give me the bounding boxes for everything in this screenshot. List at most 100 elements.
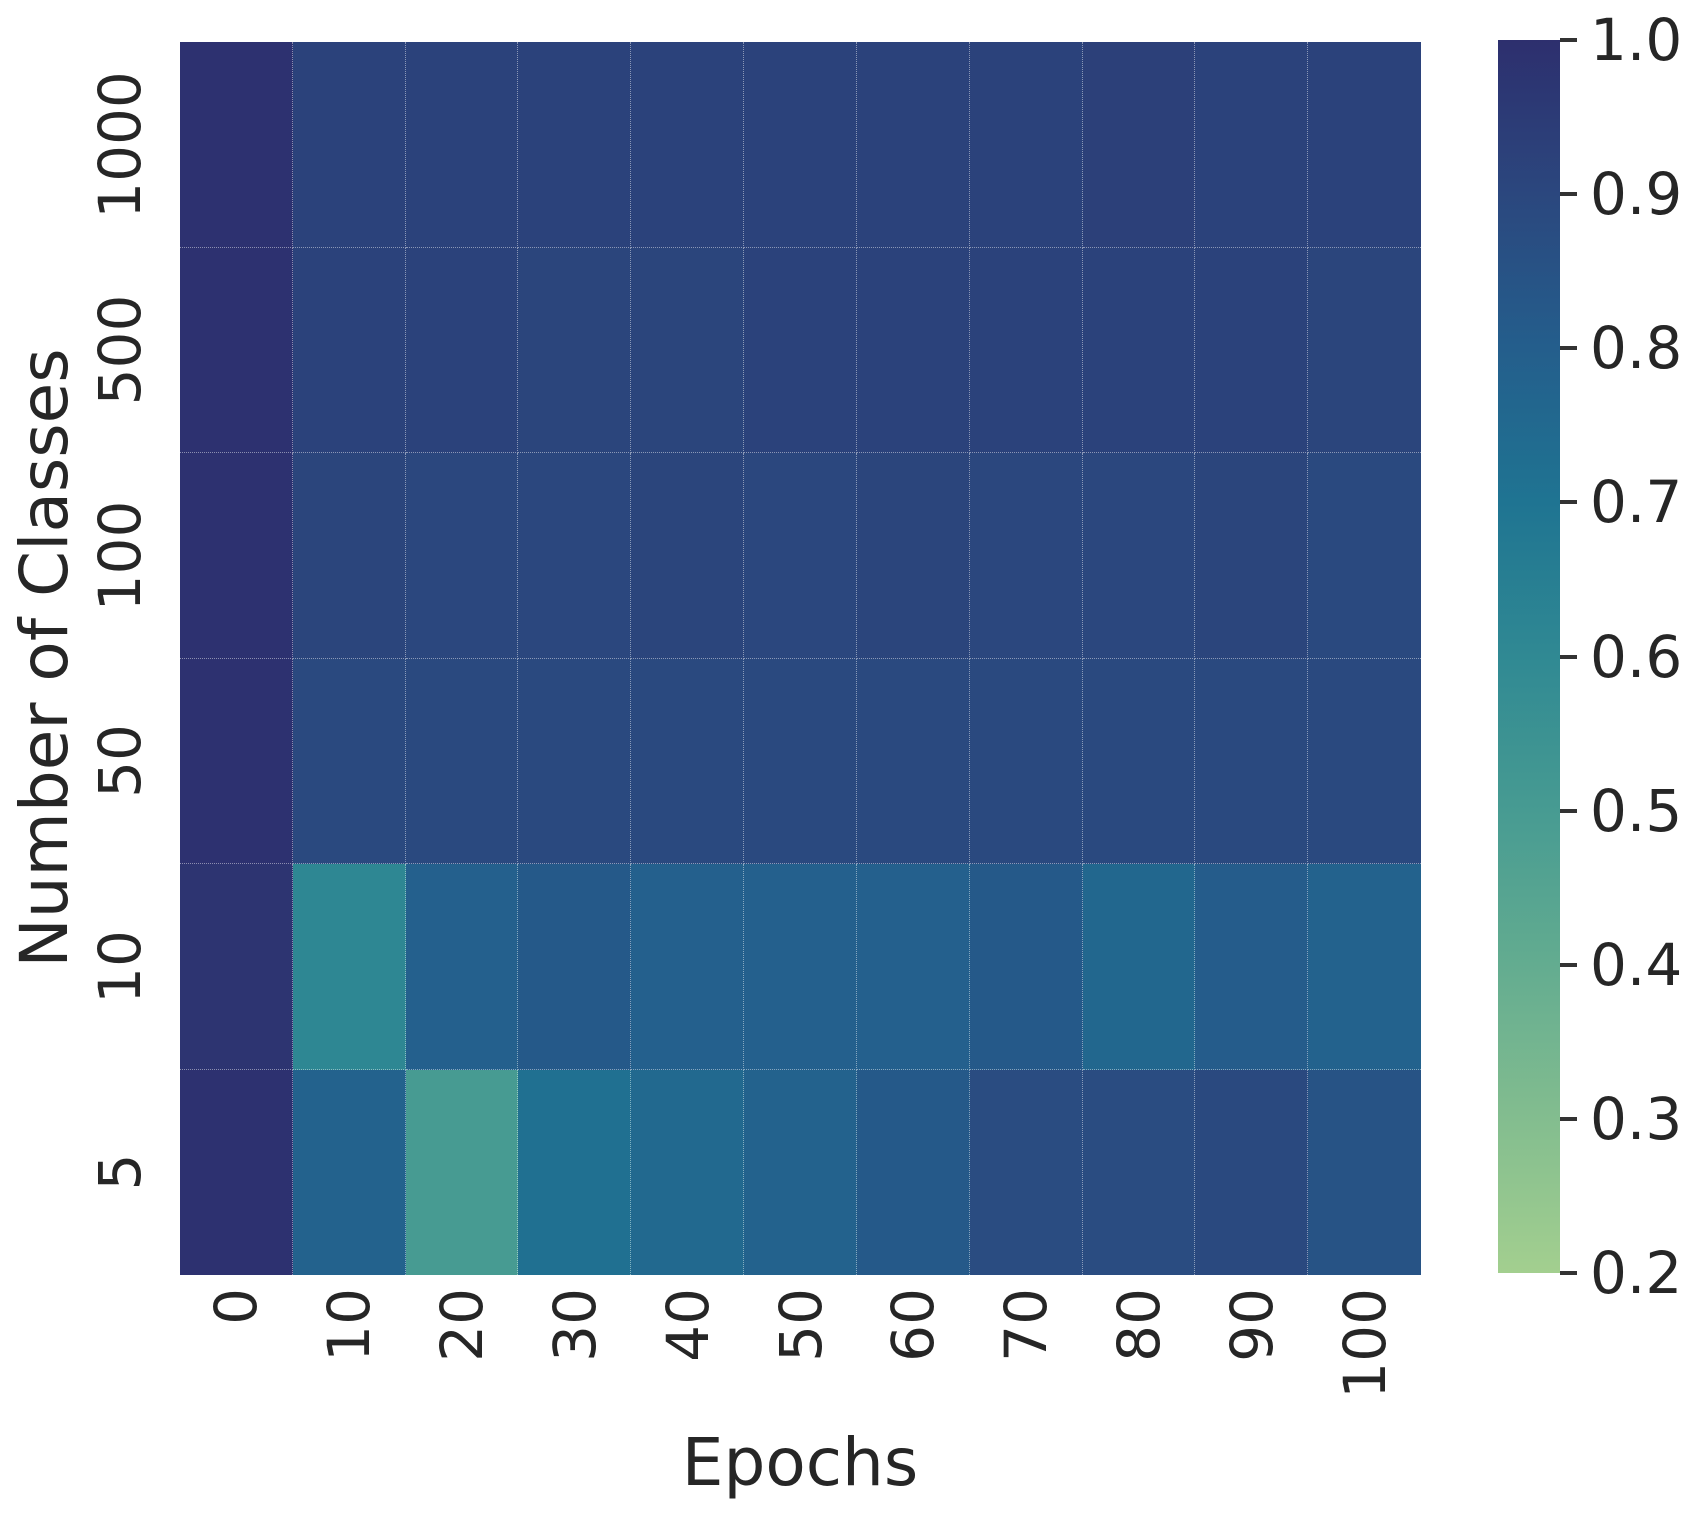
- x-tick-label: 0: [202, 1288, 271, 1325]
- y-tick-label: 500: [86, 294, 154, 406]
- heatmap-cell: [1082, 658, 1196, 864]
- heatmap-cell: [1082, 1069, 1196, 1275]
- heatmap-cell: [856, 1069, 970, 1275]
- heatmap-cell: [292, 453, 406, 659]
- colorbar-tick-label: 0.8: [1590, 314, 1683, 383]
- heatmap-cell: [180, 658, 293, 864]
- x-tick-label: 60: [879, 1288, 948, 1362]
- heatmap-cell: [180, 247, 293, 453]
- x-tick-label: 80: [1104, 1288, 1173, 1362]
- colorbar-tick-label: 1.0: [1590, 6, 1683, 74]
- heatmap-cell: [1195, 453, 1309, 659]
- x-tick-label: 50: [766, 1288, 835, 1362]
- heatmap-cell: [292, 864, 406, 1070]
- heatmap-cell: [1082, 453, 1196, 659]
- heatmap-cell: [1082, 864, 1196, 1070]
- colorbar-tick-label: 0.7: [1590, 468, 1683, 537]
- x-tick-label: 30: [540, 1288, 609, 1362]
- x-tick-label: 70: [992, 1288, 1061, 1362]
- y-tick-label: 10: [86, 929, 154, 1004]
- heatmap-cell: [1308, 658, 1421, 864]
- heatmap-cell: [1082, 42, 1196, 248]
- heatmap-cell: [969, 42, 1083, 248]
- heatmap-cell: [744, 1069, 857, 1275]
- heatmap-cell: [405, 42, 519, 248]
- heatmap-cell: [969, 864, 1083, 1070]
- heatmap-cell: [1308, 42, 1421, 248]
- heatmap-cell: [631, 658, 745, 864]
- colorbar-tick-mark: [1560, 346, 1577, 351]
- colorbar-tick-label: 0.9: [1590, 160, 1683, 229]
- colorbar-tick-label: 0.5: [1590, 776, 1683, 845]
- heatmap-cell: [292, 247, 406, 453]
- heatmap-cell: [1308, 247, 1421, 453]
- colorbar-tick-label: 0.2: [1590, 1239, 1683, 1307]
- heatmap-cell: [518, 247, 632, 453]
- heatmap-cell: [969, 1069, 1083, 1275]
- colorbar-tick-mark: [1560, 500, 1577, 505]
- colorbar-tick-mark: [1560, 654, 1577, 659]
- heatmap-cell: [405, 864, 519, 1070]
- colorbar-tick-label: 0.4: [1590, 930, 1683, 999]
- y-axis-label: Number of Classes: [6, 348, 83, 968]
- heatmap-cell: [405, 247, 519, 453]
- heatmap-cell: [518, 42, 632, 248]
- heatmap-cell: [405, 658, 519, 864]
- heatmap-cell: [292, 1069, 406, 1275]
- heatmap-cell: [518, 453, 632, 659]
- heatmap-cell: [744, 453, 857, 659]
- heatmap-cell: [856, 658, 970, 864]
- colorbar-tick-mark: [1560, 1271, 1577, 1275]
- heatmap-cell: [180, 1069, 293, 1275]
- heatmap-cell: [518, 864, 632, 1070]
- heatmap-cell: [856, 247, 970, 453]
- heatmap-cell: [631, 864, 745, 1070]
- y-tick-label: 100: [86, 500, 154, 612]
- heatmap-cell: [744, 42, 857, 248]
- heatmap-cell: [1195, 658, 1309, 864]
- heatmap-cell: [1195, 247, 1309, 453]
- heatmap-cell: [292, 658, 406, 864]
- y-tick-label: 5: [86, 1153, 154, 1191]
- y-tick-label: 50: [86, 724, 154, 799]
- heatmap-grid: [180, 42, 1421, 1275]
- x-tick-label: 10: [315, 1288, 384, 1362]
- colorbar-gradient: [1498, 40, 1560, 1273]
- colorbar-tick-label: 0.3: [1590, 1084, 1683, 1153]
- heatmap-cell: [631, 453, 745, 659]
- colorbar-tick-mark: [1560, 192, 1577, 197]
- heatmap-cell: [744, 247, 857, 453]
- heatmap-cell: [1195, 42, 1309, 248]
- heatmap-cell: [744, 658, 857, 864]
- x-tick-label: 40: [653, 1288, 722, 1362]
- x-axis-label: Epochs: [681, 1424, 919, 1501]
- heatmap-cell: [631, 1069, 745, 1275]
- heatmap-cell: [856, 42, 970, 248]
- heatmap-cell: [180, 453, 293, 659]
- heatmap-cell: [856, 864, 970, 1070]
- heatmap-cell: [405, 1069, 519, 1275]
- x-tick-label: 20: [428, 1288, 497, 1362]
- heatmap-cell: [180, 42, 293, 248]
- heatmap-cell: [969, 453, 1083, 659]
- x-tick-label: 100: [1330, 1288, 1399, 1399]
- colorbar-tick-mark: [1560, 808, 1577, 813]
- heatmap-cell: [1195, 1069, 1309, 1275]
- heatmap-cell: [518, 1069, 632, 1275]
- colorbar-tick-mark: [1560, 1116, 1577, 1121]
- heatmap-cell: [180, 864, 293, 1070]
- heatmap-cell: [744, 864, 857, 1070]
- heatmap-cell: [518, 658, 632, 864]
- heatmap-cell: [1308, 1069, 1421, 1275]
- heatmap-cell: [631, 42, 745, 248]
- heatmap-cell: [292, 42, 406, 248]
- colorbar-tick-mark: [1560, 38, 1577, 42]
- heatmap-cell: [1308, 864, 1421, 1070]
- heatmap-cell: [969, 658, 1083, 864]
- heatmap-cell: [969, 247, 1083, 453]
- heatmap-cell: [405, 453, 519, 659]
- colorbar-tick-mark: [1560, 962, 1577, 967]
- heatmap-cell: [856, 453, 970, 659]
- heatmap-cell: [1082, 247, 1196, 453]
